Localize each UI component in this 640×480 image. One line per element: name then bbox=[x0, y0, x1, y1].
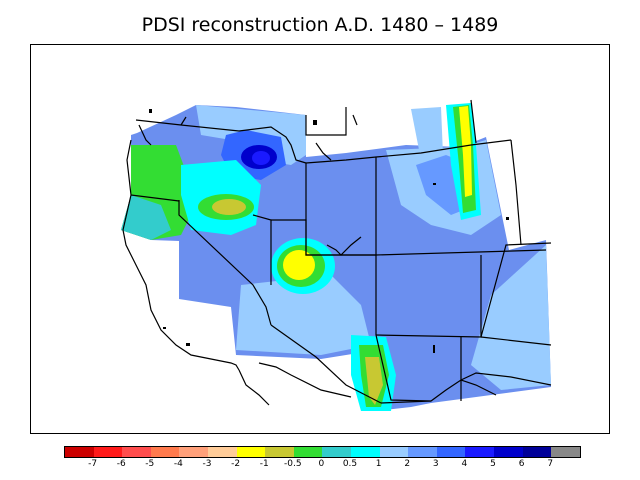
legend-swatch bbox=[265, 447, 294, 457]
legend-tick-label: 0.5 bbox=[342, 459, 358, 469]
legend-swatch bbox=[179, 447, 208, 457]
lake-detail-1 bbox=[315, 142, 332, 161]
legend-swatch bbox=[522, 447, 552, 457]
legend-tick-label: -4 bbox=[173, 459, 183, 469]
legend-swatch bbox=[93, 447, 123, 457]
washington-top bbox=[180, 116, 187, 126]
small-lakes bbox=[149, 109, 509, 353]
light-blue-zone-se bbox=[471, 245, 551, 390]
legend-tick-label: 5 bbox=[490, 459, 496, 469]
legend-swatch bbox=[236, 447, 266, 457]
legend-tick-label: 4 bbox=[461, 459, 468, 469]
legend-tick-label: -0.5 bbox=[284, 459, 302, 469]
legend-tick-label: -2 bbox=[231, 459, 241, 469]
legend-swatch bbox=[465, 447, 494, 457]
legend-swatch bbox=[122, 447, 151, 457]
legend-swatch bbox=[207, 447, 237, 457]
legend-tick-label: 0 bbox=[318, 459, 325, 469]
legend-tick-label: 3 bbox=[432, 459, 439, 469]
state-borders bbox=[122, 99, 552, 406]
dry-spot-north-nevada bbox=[212, 199, 246, 215]
texas-edge bbox=[460, 372, 552, 386]
lake-marker bbox=[163, 327, 166, 329]
lake-marker bbox=[506, 217, 509, 220]
lake-marker bbox=[313, 120, 317, 125]
legend-tick-label: 1 bbox=[375, 459, 382, 469]
river-detail bbox=[352, 114, 358, 126]
legend-tick-label: -5 bbox=[145, 459, 155, 469]
dry-spot-south-arizona bbox=[365, 357, 383, 405]
oregon-california-border bbox=[130, 194, 180, 202]
montana-north-east bbox=[305, 107, 347, 136]
legend-swatch bbox=[436, 447, 466, 457]
legend-tick-label: -3 bbox=[202, 459, 212, 469]
legend-swatch bbox=[551, 447, 580, 457]
light-blue-montana-strip bbox=[411, 107, 443, 160]
legend-swatch bbox=[493, 447, 523, 457]
kansas-oklahoma bbox=[480, 242, 552, 346]
arizona-south bbox=[270, 324, 382, 404]
dry-band-east-montana bbox=[459, 106, 472, 197]
north-dakota bbox=[470, 99, 522, 246]
legend-swatch bbox=[150, 447, 180, 457]
lake-marker bbox=[433, 345, 435, 353]
legend-swatch bbox=[322, 447, 351, 457]
color-legend-labels: -7 -6 -5 -4 -3 -2 -1 -0.5 0 0.5 1 2 3 4 5 6 7 bbox=[64, 459, 580, 475]
baja-coast bbox=[238, 369, 270, 406]
legend-swatch bbox=[350, 447, 380, 457]
lake-marker bbox=[433, 183, 436, 185]
lake-marker bbox=[149, 109, 152, 113]
color-legend-bar bbox=[64, 446, 581, 458]
california-nevada-border bbox=[178, 200, 272, 326]
utah-border bbox=[271, 219, 377, 335]
pdsi-map bbox=[121, 99, 552, 411]
puget-detail bbox=[138, 124, 152, 146]
legend-tick-label: 2 bbox=[404, 459, 411, 469]
legend-tick-label: -7 bbox=[88, 459, 98, 469]
wet-core-idaho-inner bbox=[252, 151, 270, 165]
legend-tick-label: 6 bbox=[518, 459, 525, 469]
legend-tick-label: -6 bbox=[116, 459, 126, 469]
coastline-west bbox=[122, 139, 240, 371]
nm-border bbox=[375, 334, 462, 402]
pdsi-field bbox=[121, 103, 551, 411]
great-salt-lake bbox=[326, 236, 362, 256]
teal-zone-west bbox=[121, 195, 171, 240]
map-frame bbox=[30, 44, 610, 434]
legend-tick-label: 7 bbox=[547, 459, 554, 469]
legend-swatch bbox=[65, 447, 94, 457]
legend-swatch bbox=[379, 447, 409, 457]
legend-swatch bbox=[408, 447, 437, 457]
map-title: PDSI reconstruction A.D. 1480 – 1489 bbox=[141, 14, 499, 36]
legend-swatch bbox=[293, 447, 323, 457]
legend-tick-label: -1 bbox=[259, 459, 269, 469]
idaho-montana-border bbox=[238, 126, 307, 164]
lake-marker bbox=[186, 343, 190, 346]
dry-spot-utah-center bbox=[283, 250, 315, 280]
mexico-border bbox=[380, 379, 497, 404]
gulf-coast bbox=[258, 362, 352, 398]
montana-south bbox=[305, 139, 512, 164]
light-blue-zone-sw bbox=[236, 275, 371, 355]
